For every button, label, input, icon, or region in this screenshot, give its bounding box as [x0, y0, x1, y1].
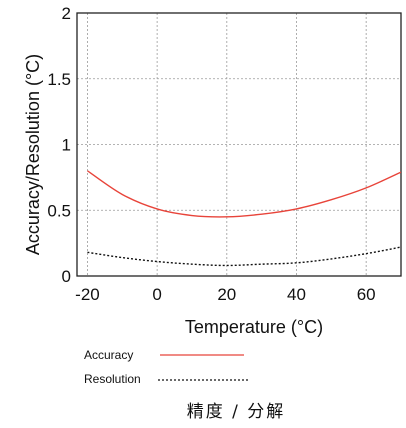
legend-label-resolution: Resolution: [84, 372, 141, 386]
y-tick-label: 2: [62, 4, 71, 23]
series-line-accuracy: [87, 170, 401, 218]
x-tick-labels: -20 0 20 40 60: [75, 285, 375, 304]
y-tick-label: 1.5: [47, 70, 71, 89]
plot-frame: [76, 12, 402, 277]
x-tick-label: 40: [287, 285, 306, 304]
chart-caption: 精度 / 分解: [187, 402, 286, 422]
series-line-resolution: [87, 246, 401, 267]
x-tick-label: 20: [217, 285, 236, 304]
legend-label-accuracy: Accuracy: [84, 348, 133, 362]
x-tick-label: -20: [75, 285, 100, 304]
legend: Accuracy Resolution: [84, 348, 250, 386]
y-tick-label: 1: [62, 136, 71, 155]
x-tick-label: 0: [152, 285, 161, 304]
y-tick-label: 0.5: [47, 201, 71, 220]
y-tick-label: 0: [62, 267, 71, 286]
series-lines: [87, 170, 401, 267]
y-axis-label: Accuracy/Resolution (°C): [23, 54, 43, 255]
x-tick-label: 60: [357, 285, 376, 304]
x-axis-label: Temperature (°C): [185, 317, 323, 337]
grid: [77, 12, 401, 277]
y-tick-labels: 0 0.5 1 1.5 2: [47, 4, 71, 286]
